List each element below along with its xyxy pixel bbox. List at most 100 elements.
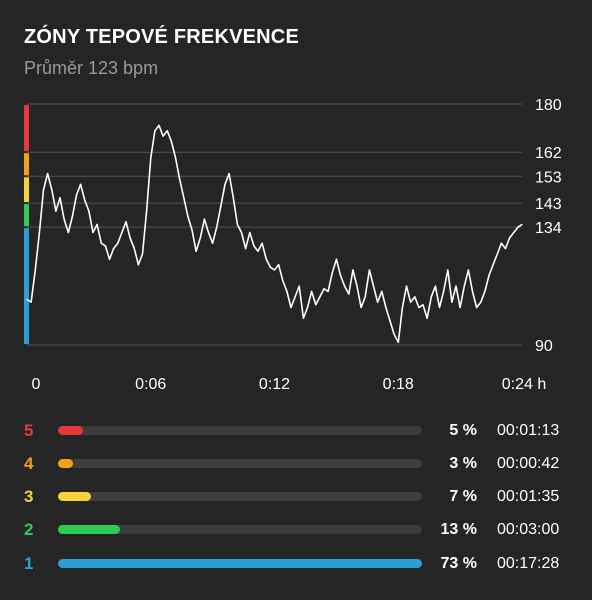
data-point — [418, 306, 420, 309]
y-tick-label: 153 — [535, 169, 562, 186]
data-point — [476, 306, 478, 309]
y-tick-label: 134 — [535, 220, 562, 237]
data-point — [240, 231, 243, 234]
data-point — [434, 285, 436, 287]
zone-fill — [58, 525, 120, 534]
x-tick-label: 0:24 h — [502, 376, 546, 393]
zone-row-2: 2 13 % 00:03:00 — [0, 518, 592, 542]
data-point — [265, 258, 267, 260]
data-point — [34, 269, 36, 271]
x-tick-label: 0 — [32, 376, 41, 393]
data-point — [203, 218, 205, 220]
data-point — [179, 178, 181, 180]
data-point — [146, 210, 148, 212]
data-point — [389, 320, 391, 322]
data-point — [323, 288, 325, 290]
data-point — [311, 290, 313, 293]
data-point — [467, 269, 469, 271]
data-point — [447, 269, 449, 271]
data-point — [80, 183, 82, 185]
data-point — [410, 301, 412, 303]
data-point — [108, 258, 111, 260]
data-point — [356, 285, 358, 287]
data-point — [405, 285, 408, 287]
data-point — [496, 253, 498, 255]
zone-track — [58, 559, 422, 568]
zone-band-3 — [24, 177, 29, 203]
zone-time: 00:00:42 — [497, 455, 560, 472]
data-point — [372, 285, 375, 287]
x-tick-label: 0:12 — [259, 376, 290, 393]
zone-time: 00:03:00 — [497, 521, 560, 538]
data-point — [360, 306, 362, 309]
data-point — [422, 304, 424, 306]
data-point — [195, 250, 197, 252]
zone-fill — [58, 559, 422, 568]
x-tick-label: 0:06 — [135, 376, 166, 393]
data-point — [75, 194, 78, 196]
zone-row-5: 5 5 % 00:01:13 — [0, 419, 592, 443]
data-point — [521, 223, 523, 226]
zone-percent: 5 % — [449, 422, 477, 439]
zone-row-4: 4 3 % 00:00:42 — [0, 452, 592, 476]
data-point — [492, 264, 494, 266]
zone-time: 00:01:13 — [497, 422, 560, 439]
zone-fill — [58, 426, 84, 435]
data-point — [38, 231, 40, 234]
data-point — [212, 242, 214, 244]
data-point — [385, 306, 387, 309]
data-point — [397, 341, 399, 343]
data-point — [170, 140, 172, 143]
zone-number: 3 — [24, 487, 34, 506]
data-point — [129, 237, 131, 239]
data-point — [150, 156, 152, 159]
data-point — [401, 306, 403, 309]
data-point — [381, 290, 383, 293]
data-point — [302, 317, 304, 319]
data-point — [245, 248, 247, 250]
data-point — [121, 231, 123, 234]
zone-time: 00:01:35 — [497, 488, 560, 505]
data-point — [273, 269, 276, 271]
data-point — [257, 250, 259, 252]
data-point — [117, 242, 119, 244]
data-point — [59, 197, 61, 199]
data-point — [306, 306, 309, 309]
zone-number: 1 — [24, 554, 34, 573]
y-tick-label: 180 — [535, 97, 562, 114]
zone-fill — [58, 459, 74, 468]
data-point — [364, 296, 366, 298]
data-point — [30, 301, 32, 303]
zone-fill — [58, 492, 91, 501]
zone-number: 4 — [24, 454, 34, 473]
data-point — [253, 245, 255, 247]
zone-row-3: 3 7 % 00:01:35 — [0, 485, 592, 509]
data-point — [158, 124, 160, 127]
data-point — [187, 215, 189, 218]
data-point — [443, 290, 445, 293]
data-point — [42, 189, 45, 191]
data-point — [191, 229, 193, 231]
y-tick-label: 90 — [535, 338, 553, 355]
page-title: ZÓNY TEPOVÉ FREKVENCE — [24, 26, 299, 48]
data-point — [377, 301, 379, 303]
zone-band-2 — [24, 204, 29, 227]
zone-percent: 3 % — [449, 455, 477, 472]
data-point — [504, 248, 507, 250]
data-point — [249, 231, 251, 234]
data-point — [141, 253, 144, 255]
data-point — [63, 218, 65, 220]
data-point — [484, 290, 486, 293]
data-point — [463, 285, 465, 287]
zone-band-5 — [24, 105, 29, 152]
data-point — [71, 215, 73, 218]
data-point — [500, 242, 502, 244]
zone-track — [58, 492, 422, 501]
data-point — [133, 248, 135, 250]
data-point — [513, 231, 515, 234]
zone-time: 00:17:28 — [497, 555, 560, 572]
data-point — [55, 210, 57, 212]
data-point — [455, 285, 457, 287]
data-point — [137, 264, 139, 266]
data-point — [47, 173, 49, 175]
